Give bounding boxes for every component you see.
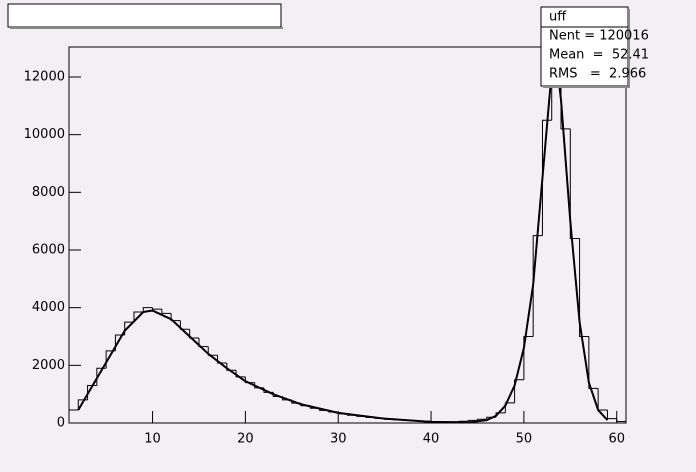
y-tick-label: 6000 [32, 242, 65, 257]
y-tick-label: 0 [57, 416, 65, 431]
histogram-bin [467, 419, 478, 422]
histogram-bin [68, 409, 79, 423]
stats-box [540, 6, 629, 87]
histogram-bin [235, 370, 246, 378]
histogram-bin [133, 311, 144, 323]
histogram-bin [244, 376, 255, 384]
histogram-bin [170, 313, 181, 322]
stats-name: uff [549, 10, 567, 25]
histogram-bin [569, 128, 580, 239]
histogram-bin [532, 235, 543, 337]
histogram-bin [514, 379, 524, 403]
stats-entries: Nent = 120016 [549, 29, 649, 44]
histogram-bin [616, 418, 627, 423]
histogram-bin [152, 307, 162, 310]
histogram-bin [523, 335, 534, 380]
histogram-bin [504, 402, 515, 413]
histogram-bin [179, 320, 190, 330]
histogram-bin [588, 336, 599, 389]
histogram-bin [597, 388, 608, 411]
fit-curve [77, 58, 609, 424]
histogram-bin [606, 410, 617, 420]
histogram-bin [189, 329, 199, 339]
histogram-bin [226, 363, 237, 371]
plot: 0 2000 4000 6000 8000 10000 12000 10 20 30 40 50 60 [24, 58, 627, 447]
stats-mean: Mean = 52.41 [549, 48, 649, 63]
x-tick-label: 40 [423, 432, 440, 447]
histogram-bin [217, 355, 227, 364]
y-tick-label: 12000 [24, 69, 65, 84]
x-tick-label: 20 [237, 432, 254, 447]
histogram-bin [142, 307, 153, 312]
histogram-bin [198, 337, 209, 348]
histogram-bin [161, 309, 172, 314]
stats-rms: RMS = 2.966 [549, 67, 646, 82]
title-box [7, 3, 282, 28]
histogram-bin [207, 346, 218, 356]
y-tick-label: 8000 [32, 185, 65, 200]
frame [68, 46, 627, 424]
y-tick-label: 10000 [24, 127, 65, 142]
y-tick-label: 2000 [32, 358, 65, 373]
y-tick-label: 4000 [32, 300, 65, 315]
histogram-bin [541, 119, 552, 236]
x-tick-label: 30 [330, 432, 347, 447]
x-tick-label: 50 [516, 432, 533, 447]
histogram-bin [579, 238, 589, 337]
histogram-bin [476, 418, 487, 421]
x-tick-label: 60 [608, 432, 625, 447]
x-tick-label: 10 [144, 432, 161, 447]
